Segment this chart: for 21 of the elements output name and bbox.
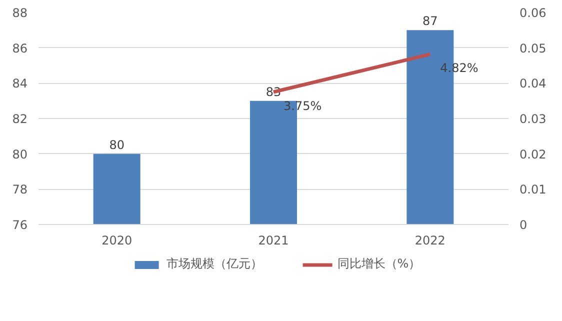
legend-label: 市场规模（亿元） (166, 256, 262, 272)
y-tick-label: 80 (12, 147, 28, 162)
y2-tick-label: 0.03 (520, 112, 546, 126)
y-tick-label: 78 (12, 182, 28, 197)
y-tick-label: 88 (12, 6, 28, 20)
y2-tick-label: 0 (520, 218, 528, 232)
y-tick-label: 76 (12, 218, 28, 232)
data-label: 80 (109, 138, 124, 152)
y2-tick-label: 0.04 (520, 76, 546, 91)
y-tick-label: 86 (12, 41, 28, 56)
data-label: 87 (422, 14, 438, 28)
y2-tick-label: 0.02 (520, 147, 546, 162)
y2-tick-label: 0.06 (520, 6, 546, 20)
legend-label: 同比增长（%） (337, 256, 421, 272)
y2-tick-label: 0.05 (520, 41, 546, 56)
x-tick-label: 2021 (258, 234, 289, 248)
y-tick-label: 82 (12, 112, 28, 126)
y-tick-label: 84 (12, 76, 28, 91)
y2-tick-label: 0.01 (520, 182, 546, 197)
x-tick-label: 2020 (102, 234, 132, 248)
x-tick-label: 2022 (414, 234, 446, 248)
